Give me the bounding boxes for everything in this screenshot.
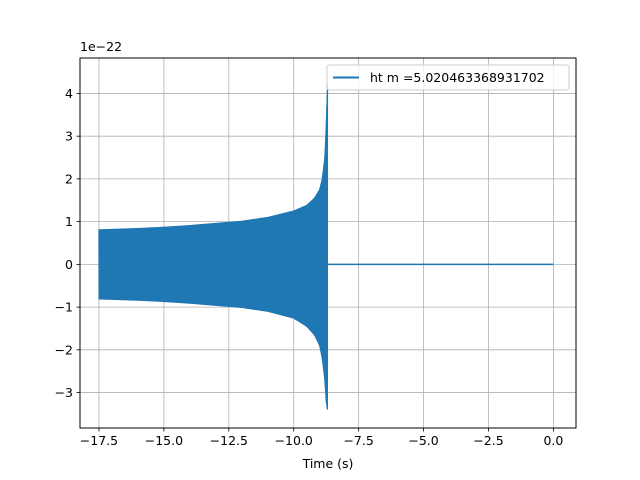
legend: ht m =5.020463368931702 [326,64,570,91]
legend-box [326,64,570,91]
plot-frame [79,57,577,429]
y-tick-label: −2 [55,342,73,357]
x-axis: −17.5 −15.0 −12.5 −10.0 −7.5 −5.0 −2.5 0.0 [80,428,563,448]
x-tick-label: −15.0 [145,433,183,448]
y-tick-label: 4 [65,86,73,101]
x-tick-label: −17.5 [80,433,118,448]
y-scale-label: 1e−22 [80,39,122,54]
x-tick-label: −12.5 [210,433,248,448]
x-tick-label: 0.0 [543,433,563,448]
x-axis-label: Time (s) [302,456,354,471]
y-tick-label: 2 [65,171,73,186]
series-layer [98,84,554,410]
y-axis: −3 −2 −1 0 1 2 3 4 [55,86,80,400]
x-tick-label: −10.0 [275,433,313,448]
x-tick-label: −2.5 [473,433,503,448]
x-tick-label: −7.5 [343,433,373,448]
waveform-trace [98,84,329,409]
y-tick-label: −1 [55,300,73,315]
x-tick-label: −5.0 [408,433,438,448]
y-tick-label: 0 [65,257,73,272]
y-tick-label: 1 [65,214,73,229]
legend-label: ht m =5.020463368931702 [370,70,545,85]
y-tick-label: 3 [65,129,73,144]
y-tick-label: −3 [55,385,73,400]
